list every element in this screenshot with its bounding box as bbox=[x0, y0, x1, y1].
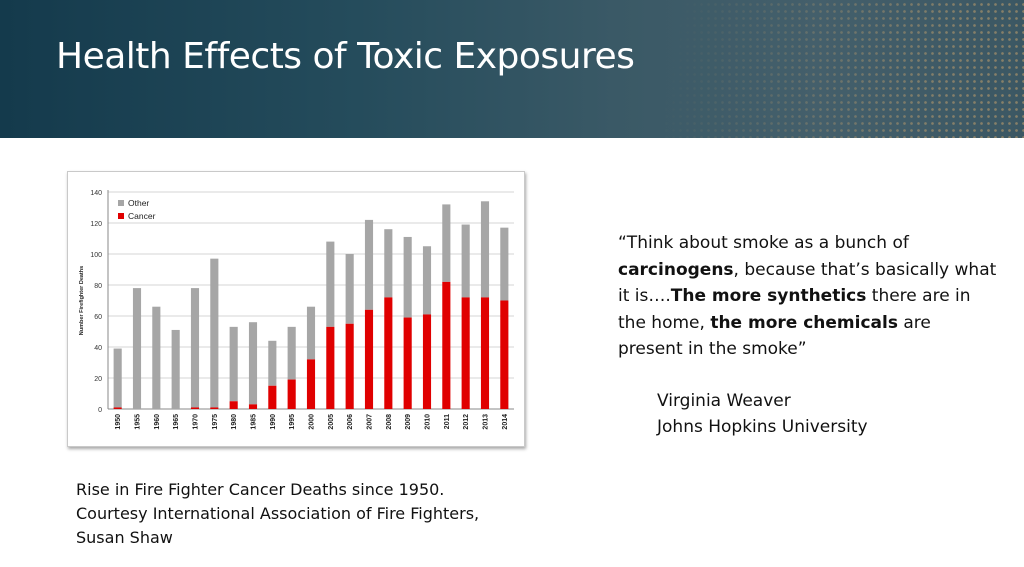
attribution-name: Virginia Weaver bbox=[657, 391, 791, 411]
bar-cancer-1980 bbox=[229, 401, 238, 409]
slide-title: Health Effects of Toxic Exposures bbox=[56, 36, 635, 77]
bar-other-1990 bbox=[268, 340, 277, 386]
caption-line-1: Rise in Fire Fighter Cancer Deaths since… bbox=[76, 480, 445, 499]
y-axis-label: Number Firefighter Deaths bbox=[79, 266, 85, 335]
bar-other-2005 bbox=[326, 241, 335, 327]
y-tick-label-140: 140 bbox=[90, 190, 102, 197]
bar-cancer-1990 bbox=[268, 385, 277, 409]
x-tick-label-1980: 1980 bbox=[231, 414, 238, 430]
quote-part-2: , because that’s basically what it is…. bbox=[618, 259, 997, 307]
x-tick-label-1955: 1955 bbox=[135, 414, 142, 430]
quote-part-3: there are in the home, bbox=[618, 286, 971, 333]
bar-other-2008 bbox=[384, 229, 393, 298]
x-tick-label-2010: 2010 bbox=[425, 414, 432, 430]
bar-cancer-1985 bbox=[248, 404, 258, 409]
quote-bold-carcinogens: carcinogens bbox=[618, 259, 734, 280]
quote-part-4: are present in the smoke” bbox=[618, 312, 931, 360]
caption-line-2: Courtesy International Association of Fi… bbox=[76, 504, 480, 523]
x-tick-label-1985: 1985 bbox=[251, 414, 258, 430]
stacked-bar-chart: 0 20 40 60 80 100 120 140 Number Firefighter Dea… bbox=[79, 190, 514, 430]
bar-other-1950 bbox=[113, 348, 122, 408]
x-tick-label-2007: 2007 bbox=[367, 414, 374, 430]
quote-attribution: Virginia Weaver Johns Hopkins University bbox=[657, 388, 868, 440]
bar-other-2000 bbox=[306, 306, 316, 360]
bar-other-1995 bbox=[287, 326, 296, 380]
bar-cancer-1995 bbox=[287, 379, 296, 409]
caption-line-3: Susan Shaw bbox=[76, 528, 173, 547]
bar-other-1985 bbox=[248, 322, 258, 405]
bar-cancer-2011 bbox=[442, 281, 451, 409]
bar-cancer-2009 bbox=[403, 317, 412, 409]
bar-cancer-2008 bbox=[384, 297, 393, 409]
y-tick-label-40: 40 bbox=[94, 345, 102, 352]
bar-other-1960 bbox=[152, 306, 161, 409]
x-tick-label-2011: 2011 bbox=[444, 414, 451, 429]
bar-other-2007 bbox=[364, 219, 374, 310]
x-tick-label-2006: 2006 bbox=[347, 414, 354, 430]
bar-cancer-2012 bbox=[461, 297, 470, 409]
bar-cancer-1975 bbox=[210, 407, 219, 409]
x-tick-label-1975: 1975 bbox=[212, 414, 219, 430]
bar-other-2012 bbox=[461, 224, 470, 298]
bar-cancer-2006 bbox=[345, 323, 354, 409]
y-tick-label-120: 120 bbox=[90, 221, 102, 228]
x-tick-label-1995: 1995 bbox=[289, 414, 296, 430]
chart-frame: 0 20 40 60 80 100 120 140 Number Firefighter Dea… bbox=[67, 171, 525, 447]
bar-other-2010 bbox=[422, 246, 432, 315]
bar-other-2006 bbox=[345, 254, 354, 324]
legend-swatch-cancer bbox=[118, 213, 124, 219]
y-tick-label-0: 0 bbox=[98, 407, 102, 414]
x-tick-label-2008: 2008 bbox=[386, 414, 393, 430]
x-tick-label-2005: 2005 bbox=[328, 414, 335, 430]
x-tick-label-1990: 1990 bbox=[270, 414, 277, 430]
x-tick-label-2014: 2014 bbox=[502, 414, 509, 430]
bar-other-2014 bbox=[500, 227, 509, 301]
legend-swatch-other bbox=[118, 200, 124, 206]
x-tick-label-2013: 2013 bbox=[483, 414, 490, 430]
bar-other-1970 bbox=[190, 288, 200, 408]
bar-cancer-2010 bbox=[422, 314, 432, 409]
x-tick-label-2009: 2009 bbox=[405, 414, 412, 430]
bar-other-1955 bbox=[132, 288, 142, 409]
bar-other-2009 bbox=[403, 236, 412, 318]
quote-bold-synthetics: The more synthetics bbox=[670, 286, 867, 306]
attribution-affiliation: Johns Hopkins University bbox=[657, 417, 868, 437]
bar-cancer-2005 bbox=[326, 326, 335, 409]
bar-other-2011 bbox=[442, 204, 451, 282]
y-tick-label-100: 100 bbox=[90, 252, 102, 259]
legend-label-cancer: Cancer bbox=[128, 211, 156, 221]
bar-other-1980 bbox=[229, 326, 238, 402]
bar-cancer-1970 bbox=[190, 407, 200, 409]
bar-cancer-2014 bbox=[500, 300, 509, 409]
bar-cancer-2013 bbox=[480, 297, 490, 409]
chart-caption: Rise in Fire Fighter Cancer Deaths since… bbox=[76, 478, 516, 550]
banner-dot-pattern bbox=[544, 0, 1024, 138]
bar-cancer-1950 bbox=[113, 407, 122, 409]
y-tick-label-80: 80 bbox=[94, 283, 102, 290]
x-tick-label-2012: 2012 bbox=[463, 414, 470, 430]
title-banner: Health Effects of Toxic Exposures bbox=[0, 0, 1024, 138]
quote-text: “Think about smoke as a bunch of carcino… bbox=[618, 230, 998, 363]
y-tick-label-60: 60 bbox=[94, 314, 102, 321]
y-tick-label-20: 20 bbox=[94, 376, 102, 383]
bar-cancer-2000 bbox=[306, 359, 316, 409]
quote-bold-chemicals: the more chemicals bbox=[710, 312, 898, 333]
x-tick-label-1970: 1970 bbox=[193, 414, 200, 430]
legend-label-other: Other bbox=[128, 198, 149, 208]
bar-other-1965 bbox=[171, 329, 180, 409]
bar-other-1975 bbox=[210, 258, 219, 408]
bar-other-2013 bbox=[480, 201, 490, 298]
x-tick-label-1965: 1965 bbox=[173, 414, 180, 430]
x-tick-label-2000: 2000 bbox=[309, 414, 316, 430]
quote-part-1: “Think about smoke as a bunch of bbox=[618, 233, 909, 253]
bar-cancer-2007 bbox=[364, 309, 374, 409]
x-tick-label-1960: 1960 bbox=[154, 414, 161, 430]
x-tick-label-1950: 1950 bbox=[115, 414, 122, 430]
